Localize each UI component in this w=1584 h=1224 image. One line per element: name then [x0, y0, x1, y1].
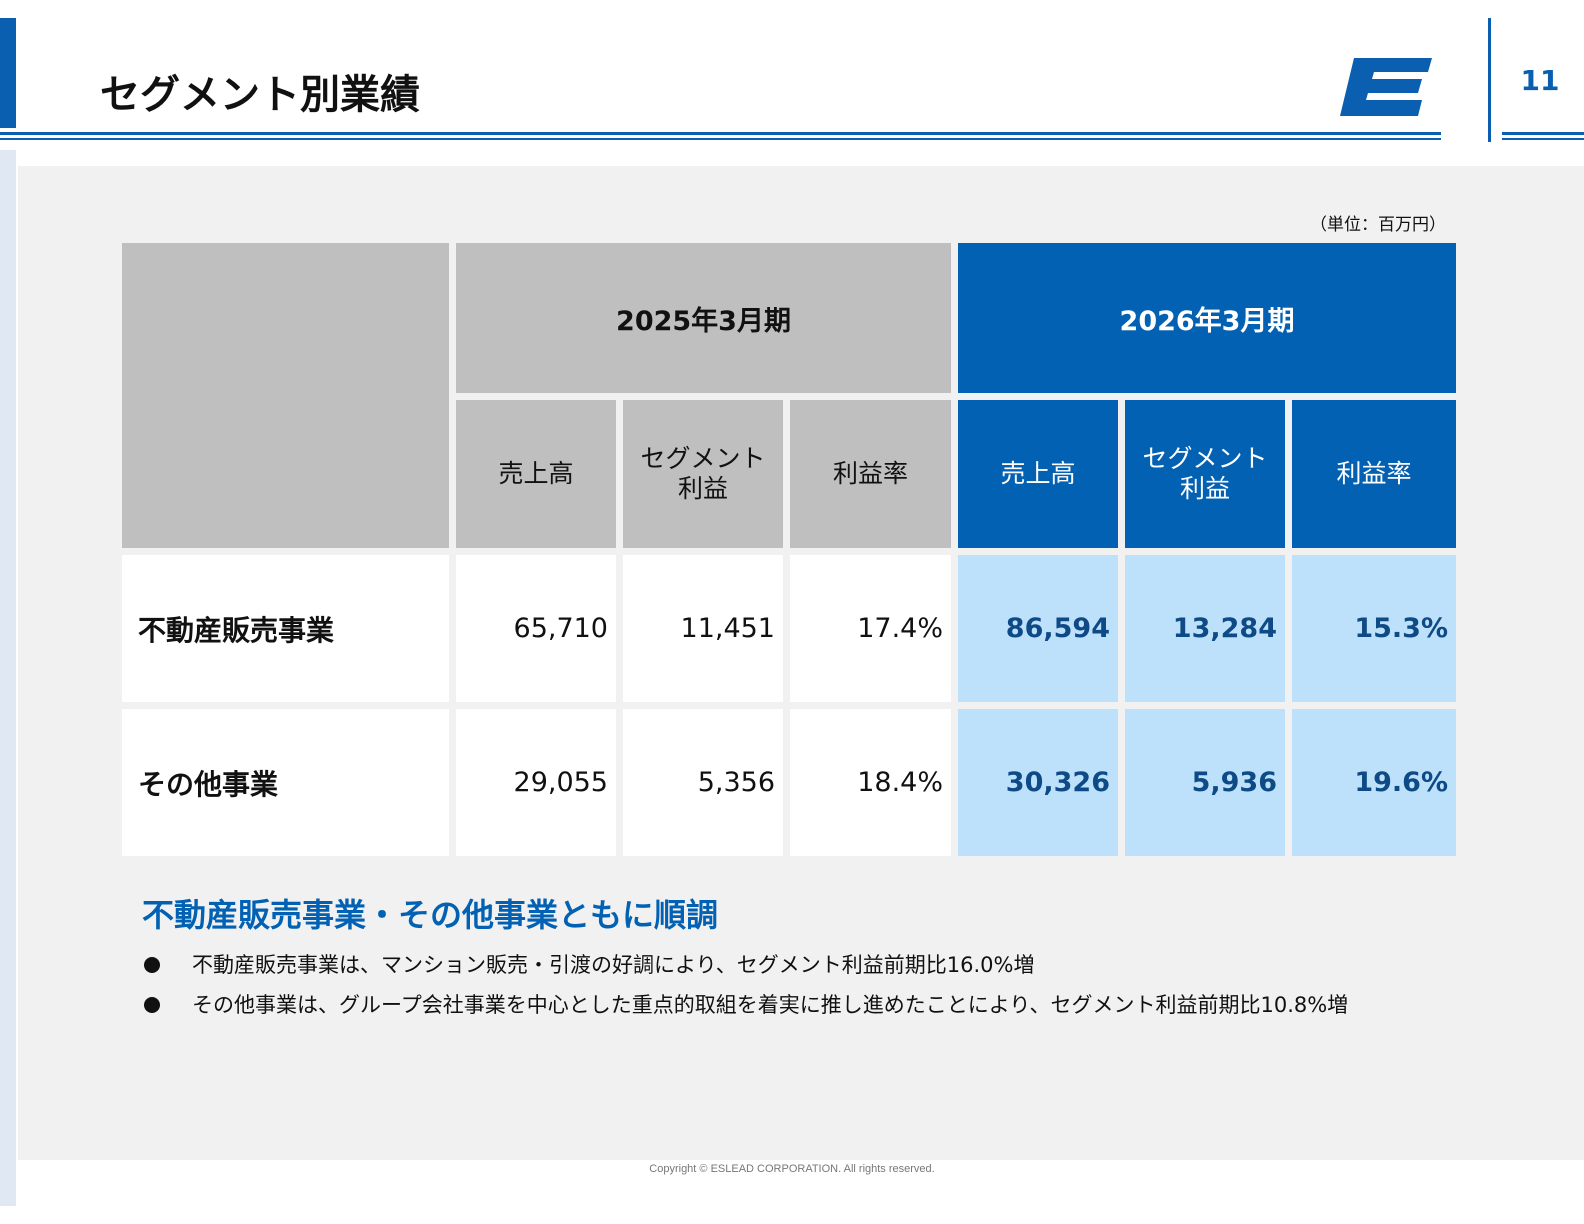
summary-headline: 不動産販売事業・その他事業ともに順調	[142, 896, 719, 934]
table-cell: 18.4%	[790, 709, 951, 856]
unit-label: （単位：百万円）	[1310, 215, 1446, 235]
row-label-other: その他事業	[122, 709, 449, 856]
header-rule-thin	[0, 138, 1441, 140]
table-cell-highlight: 19.6%	[1292, 709, 1456, 856]
period-header-curr: 2026年3月期	[958, 243, 1456, 393]
col-header-sales: 売上高	[958, 400, 1118, 548]
col-header-margin: 利益率	[790, 400, 951, 548]
col-header-segment-profit: セグメント 利益	[1125, 400, 1285, 548]
bullet-dot-icon	[144, 957, 160, 973]
table-cell: 65,710	[456, 555, 616, 702]
col-header-sales: 売上高	[456, 400, 616, 548]
row-label-real-estate: 不動産販売事業	[122, 555, 449, 702]
table-cell-highlight: 5,936	[1125, 709, 1285, 856]
table-cell: 11,451	[623, 555, 783, 702]
col-header-margin: 利益率	[1292, 400, 1456, 548]
table-cell: 17.4%	[790, 555, 951, 702]
col-header-segment-profit-line2: 利益	[1179, 474, 1230, 503]
copyright: Copyright © ESLEAD CORPORATION. All righ…	[649, 1163, 935, 1175]
header-rule-right-thin	[1502, 138, 1584, 140]
bullet-text: その他事業は、グループ会社事業を中心とした重点的取組を着実に推し進めたことにより…	[192, 993, 1349, 1017]
header-rule-right	[1502, 132, 1584, 135]
table-cell-highlight: 30,326	[958, 709, 1118, 856]
header-accent-bar	[0, 18, 16, 128]
header-divider	[1488, 18, 1491, 142]
bullet-dot-icon	[144, 997, 160, 1013]
eslead-e-logo-icon	[1340, 56, 1440, 122]
col-header-segment-profit-line2: 利益	[677, 474, 728, 503]
page-number: 11	[1520, 64, 1560, 97]
table-cell-highlight: 13,284	[1125, 555, 1285, 702]
bullet-text: 不動産販売事業は、マンション販売・引渡の好調により、セグメント利益前期比16.0…	[192, 953, 1035, 977]
col-header-segment-profit-line1: セグメント	[1142, 444, 1268, 473]
table-corner-cell	[122, 243, 449, 548]
table-cell: 29,055	[456, 709, 616, 856]
col-header-segment-profit-line1: セグメント	[640, 444, 766, 473]
col-header-segment-profit: セグメント 利益	[623, 400, 783, 548]
table-cell: 5,356	[623, 709, 783, 856]
page-title: セグメント別業績	[100, 72, 420, 118]
side-stripe	[0, 150, 16, 1206]
table-cell-highlight: 86,594	[958, 555, 1118, 702]
header-rule	[0, 132, 1441, 135]
period-header-prev: 2025年3月期	[456, 243, 951, 393]
table-cell-highlight: 15.3%	[1292, 555, 1456, 702]
